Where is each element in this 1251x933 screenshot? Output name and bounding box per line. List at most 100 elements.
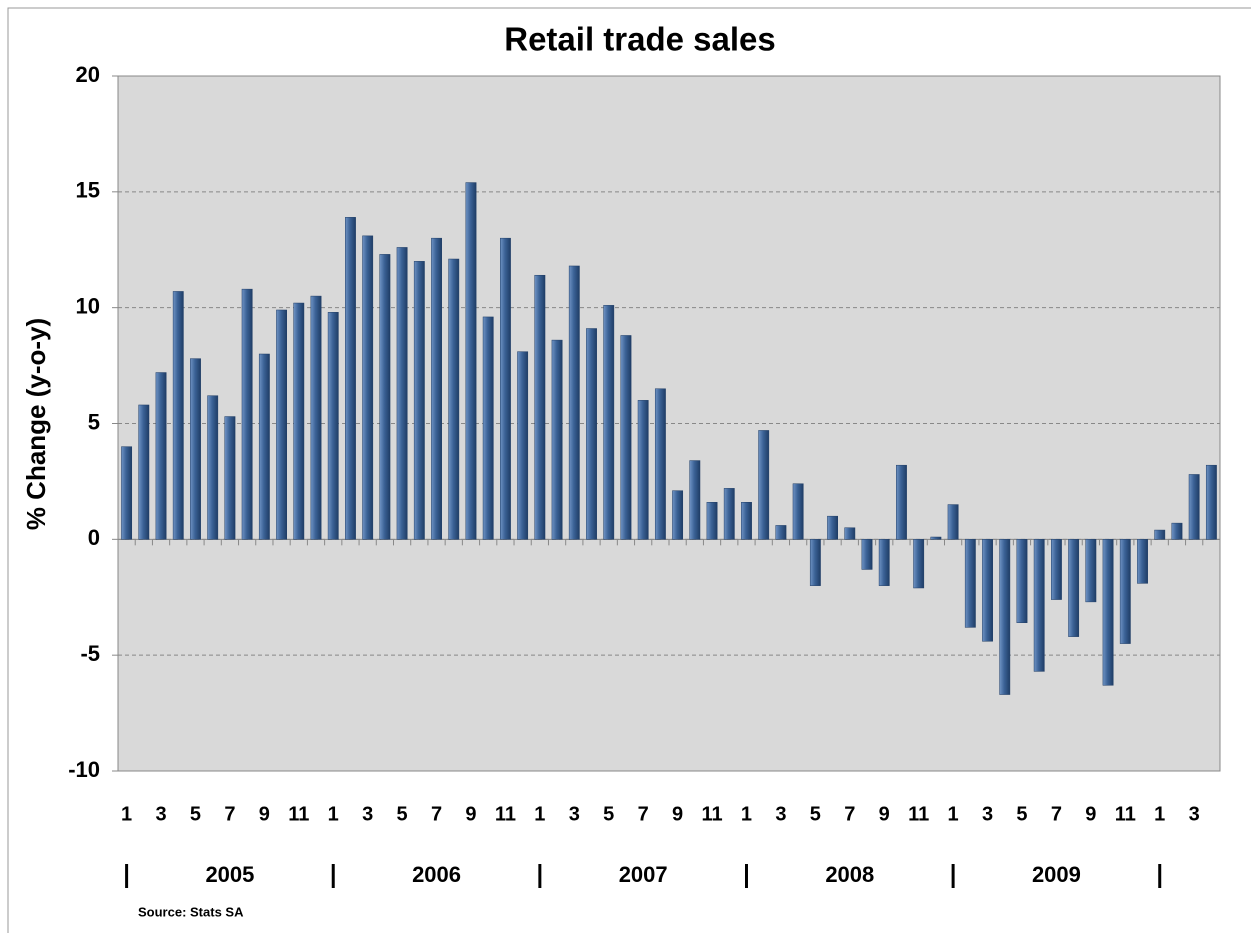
x-tick-label: 11	[908, 803, 929, 825]
y-tick-label: 10	[76, 293, 100, 318]
y-tick-label: 5	[88, 409, 100, 434]
bar	[1119, 539, 1131, 644]
bar	[706, 502, 718, 540]
x-tick-label: 5	[603, 803, 614, 825]
bar	[1068, 539, 1080, 637]
bar	[293, 302, 305, 540]
bar	[327, 312, 339, 540]
bar	[207, 395, 219, 540]
bar	[1016, 539, 1028, 623]
frame	[7, 7, 1251, 933]
chart-title: Retail trade sales	[504, 21, 775, 58]
y-tick-label: -5	[80, 641, 100, 666]
bar	[689, 460, 701, 540]
x-tick-label: 5	[1016, 803, 1027, 825]
x-tick-label: 9	[259, 803, 270, 825]
source-note: Source: Stats SA	[138, 904, 244, 919]
x-tick-label: 1	[741, 803, 752, 825]
x-tick-label: 3	[155, 803, 166, 825]
x-tick-label: 3	[362, 803, 373, 825]
x-tick-label: 7	[844, 803, 855, 825]
bar	[310, 295, 322, 540]
bar	[1205, 464, 1217, 540]
bar	[964, 539, 976, 628]
bar	[1051, 539, 1062, 600]
x-tick-label: 9	[672, 803, 683, 825]
bar	[844, 527, 856, 540]
y-tick-label: 0	[88, 525, 100, 550]
bar	[603, 305, 615, 540]
year-label: 2007	[619, 862, 668, 887]
bar	[1085, 539, 1097, 603]
bar	[345, 217, 356, 540]
y-axis-label: % Change (y-o-y)	[21, 318, 51, 530]
bar	[551, 339, 563, 540]
bar	[362, 235, 374, 540]
bar	[792, 483, 804, 540]
x-tick-label: 9	[465, 803, 476, 825]
bar	[1188, 474, 1200, 540]
x-tick-label: 1	[1154, 803, 1165, 825]
bar	[947, 504, 959, 540]
bar	[482, 316, 494, 540]
x-tick-label: 7	[431, 803, 442, 825]
x-tick-label: 5	[190, 803, 201, 825]
bar	[190, 358, 201, 540]
bar	[396, 247, 408, 540]
bar	[534, 274, 546, 540]
bar	[258, 353, 270, 540]
x-tick-label: 1	[948, 803, 959, 825]
bar	[379, 254, 391, 540]
x-tick-label: 9	[879, 803, 890, 825]
x-tick-label: 3	[1189, 803, 1200, 825]
bar	[1137, 539, 1148, 584]
bar	[586, 328, 597, 540]
x-tick-label: 1	[328, 803, 339, 825]
x-tick-label: 1	[121, 803, 132, 825]
bar	[568, 265, 580, 540]
bar	[930, 536, 942, 540]
bar	[172, 291, 184, 540]
bar	[155, 372, 167, 540]
y-tick-label: 20	[76, 62, 100, 87]
bar	[878, 539, 890, 586]
bar	[723, 488, 735, 540]
bar	[827, 515, 838, 540]
bar	[1033, 539, 1045, 672]
bar	[517, 351, 529, 540]
bar	[637, 400, 649, 540]
bar	[982, 539, 993, 642]
x-tick-label: 11	[495, 803, 516, 825]
bar	[620, 335, 632, 540]
bar	[861, 539, 873, 570]
x-tick-label: 3	[569, 803, 580, 825]
bar	[121, 446, 133, 540]
bar	[1102, 539, 1114, 686]
bar	[431, 237, 442, 540]
bar	[224, 416, 236, 540]
bar	[500, 237, 511, 540]
bar	[913, 539, 925, 589]
bar	[896, 464, 907, 540]
year-label: 2008	[825, 862, 874, 887]
x-tick-label: 5	[810, 803, 821, 825]
bar	[1154, 529, 1166, 540]
year-label: 2009	[1032, 862, 1081, 887]
y-tick-label: -10	[68, 757, 100, 782]
x-tick-label: 9	[1085, 803, 1096, 825]
year-label: 2006	[412, 862, 461, 887]
x-tick-label: 1	[534, 803, 545, 825]
bar	[465, 182, 477, 540]
bar	[758, 430, 770, 540]
bar	[276, 309, 287, 540]
x-tick-label: 7	[1051, 803, 1062, 825]
bar	[1171, 522, 1183, 540]
bar	[775, 525, 787, 540]
x-tick-label: 7	[224, 803, 235, 825]
bar	[741, 502, 752, 540]
x-tick-label: 5	[397, 803, 408, 825]
bar	[241, 288, 253, 540]
x-tick-label: 3	[775, 803, 786, 825]
bar	[809, 539, 821, 586]
